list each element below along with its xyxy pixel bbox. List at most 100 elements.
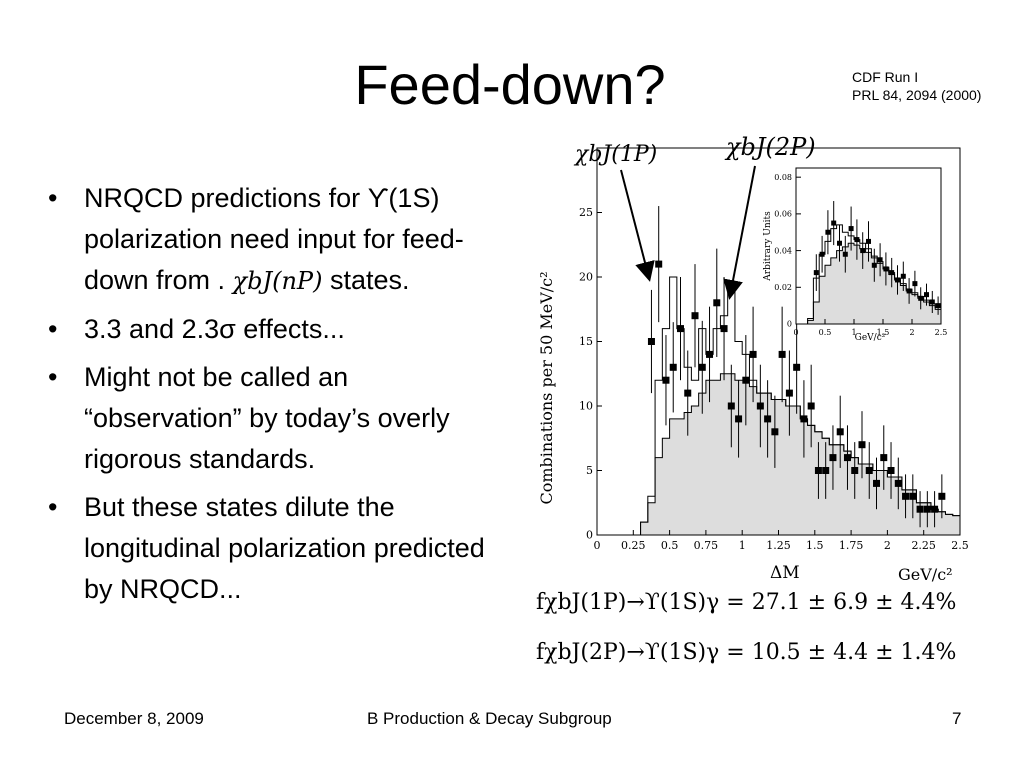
main-data-point xyxy=(829,454,837,462)
main-outline-histogram xyxy=(597,276,961,536)
main-data-point xyxy=(880,454,888,462)
inset-y-tick-label: 0 xyxy=(787,320,792,329)
main-data-point xyxy=(691,312,699,320)
main-data-point xyxy=(706,350,714,358)
inset-data-point xyxy=(848,226,854,232)
main-data-point xyxy=(887,467,895,474)
bullet-dot-icon: • xyxy=(48,314,58,344)
main-data-point xyxy=(851,467,859,474)
bullet-text: But these states dilute the longitudinal… xyxy=(84,492,485,604)
inset-y-axis-label: Arbitrary Units xyxy=(763,211,773,282)
main-x-tick-label: 0.75 xyxy=(694,539,719,552)
inset-data-point xyxy=(935,303,941,309)
formula-1p-lhs: fχbJ(1P)→ϒ(1S)γ xyxy=(536,590,720,615)
inset-y-tick-label: 0.04 xyxy=(774,246,792,255)
main-x-tick-label: 1 xyxy=(739,539,746,552)
arrow-2p-icon xyxy=(723,165,756,300)
annotation-chi-2p: χbJ(2P) xyxy=(724,133,816,161)
main-data-point xyxy=(785,389,793,397)
inset-y-tick-label: 0.08 xyxy=(774,173,792,182)
main-data-point xyxy=(698,363,706,371)
main-data-point xyxy=(778,350,786,358)
inset-data-point xyxy=(842,251,848,257)
main-data-point xyxy=(916,505,924,513)
inset-x-tick-label: 0.5 xyxy=(819,328,832,337)
main-data-point xyxy=(684,389,692,397)
main-data-point xyxy=(873,479,881,487)
main-data-point xyxy=(655,260,663,268)
inset-data-point xyxy=(912,281,918,287)
main-x-tick-label: 1.25 xyxy=(766,539,791,552)
main-y-tick-label: 5 xyxy=(586,464,593,477)
inset-data-point xyxy=(889,270,895,276)
inset-x-tick-label: 1 xyxy=(851,328,856,337)
main-data-point xyxy=(669,363,677,371)
bullet-text-pre: NRQCD predictions for ϒ(1S) polarization… xyxy=(84,183,464,295)
main-data-point xyxy=(814,467,822,474)
main-data-point xyxy=(771,428,779,436)
inset-data-point xyxy=(877,257,883,263)
inset-data-point xyxy=(918,295,924,301)
formula-2p: fχbJ(2P)→ϒ(1S)γ = 10.5 ± 4.4 ± 1.4% xyxy=(536,640,956,665)
bullet-text: 3.3 and 2.3σ effects... xyxy=(84,314,345,344)
inset-x-axis-label: GeV/c² xyxy=(855,333,886,343)
main-data-point xyxy=(727,402,735,410)
arrow-1p-icon xyxy=(620,169,655,282)
main-y-axis-label: Combinations per 50 MeV/c² xyxy=(537,271,556,504)
main-y-tick-label: 15 xyxy=(579,335,593,348)
main-data-point xyxy=(749,350,757,358)
histogram-svg: 0 0.25 0.5 0.75 1 1.25 1.5 1.75 2 2.25 2.505101520… xyxy=(537,133,969,584)
main-data-point xyxy=(836,428,844,436)
main-data-point xyxy=(807,402,815,410)
inset-data-point xyxy=(837,240,842,246)
main-x-tick-label: 0.25 xyxy=(621,539,646,552)
main-y-tick-label: 20 xyxy=(579,271,593,284)
main-data-point xyxy=(793,363,801,371)
main-data-point xyxy=(843,454,851,462)
main-y-tick-label: 10 xyxy=(579,400,593,413)
main-x-tick-label: 0 xyxy=(594,539,601,552)
inset-data-point xyxy=(929,299,935,305)
inset-x-tick-label: 0 xyxy=(793,328,798,337)
slide-title: Feed-down? xyxy=(354,53,666,116)
footer-group: B Production & Decay Subgroup xyxy=(367,709,612,728)
inset-y-tick-label: 0.02 xyxy=(774,283,792,292)
inset-data-point xyxy=(924,292,929,298)
main-data-point xyxy=(735,415,743,423)
formula-1p-rhs: = 27.1 ± 6.9 ± 4.4% xyxy=(726,590,957,615)
main-x-axis-unit: GeV/c² xyxy=(898,565,953,584)
delta-m-plot: 0 0.25 0.5 0.75 1 1.25 1.5 1.75 2 2.25 2.5 0 5 10 15 20… xyxy=(530,118,990,588)
inset-data-point xyxy=(900,273,906,279)
main-data-point xyxy=(931,505,939,513)
bullet-text: Might not be called an “observation” by … xyxy=(84,362,450,474)
main-data-point xyxy=(756,402,764,410)
reference-line-2: PRL 84, 2094 (2000) xyxy=(852,87,982,103)
annotation-chi-1p: χbJ(1P) xyxy=(573,142,657,167)
bullet-item: • But these states dilute the longitudin… xyxy=(48,487,488,610)
bullet-item: • 3.3 and 2.3σ effects... xyxy=(48,309,488,350)
main-data-point xyxy=(713,299,721,307)
footer-date: December 8, 2009 xyxy=(64,709,204,728)
inset-x-tick-label: 2.5 xyxy=(935,328,948,337)
inset-data-point xyxy=(866,238,871,244)
main-x-tick-label: 2 xyxy=(884,539,891,552)
main-data-point xyxy=(938,492,946,500)
main-y-tick-label: 0 xyxy=(586,529,593,542)
inset-data-point xyxy=(854,237,860,243)
bullet-item: • NRQCD predictions for ϒ(1S) polarizati… xyxy=(48,178,488,302)
bullet-dot-icon: • xyxy=(48,362,58,392)
main-data-point xyxy=(822,467,830,474)
inset-data-point xyxy=(906,288,912,294)
inset-data-point xyxy=(860,248,866,254)
reference-label: CDF Run I PRL 84, 2094 (2000) xyxy=(852,68,981,104)
inset-data-point xyxy=(895,277,900,283)
main-x-tick-label: 0.5 xyxy=(661,539,679,552)
inset-data-point xyxy=(819,251,825,257)
main-data-point xyxy=(902,492,910,500)
main-data-point xyxy=(894,479,902,487)
inset-data-point xyxy=(825,229,831,235)
bullet-dot-icon: • xyxy=(48,183,58,213)
inset-data-point xyxy=(813,270,819,276)
main-data-point xyxy=(858,441,866,449)
main-data-point xyxy=(909,492,917,500)
